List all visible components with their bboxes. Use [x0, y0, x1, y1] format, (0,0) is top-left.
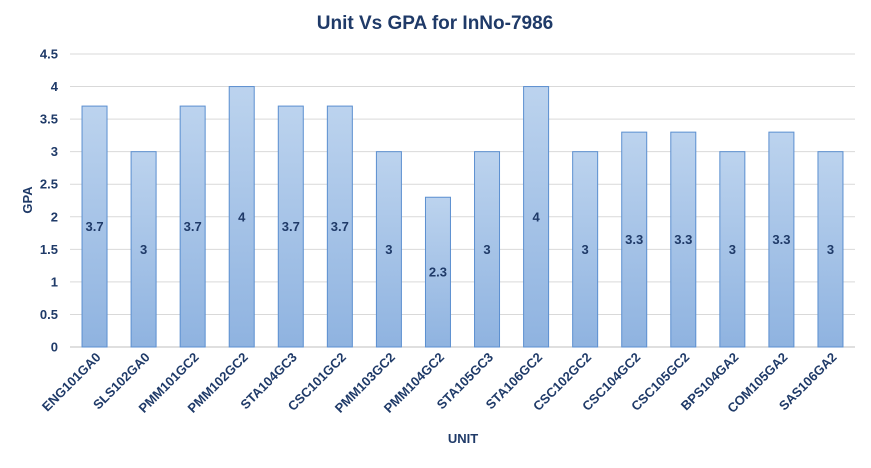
x-axis-label: UNIT: [448, 431, 478, 446]
data-label: 4: [532, 209, 540, 224]
bar-csc101gc2: [326, 105, 353, 348]
y-tick-label: 2.5: [40, 177, 58, 192]
bar-sta106gc2: [523, 86, 550, 348]
data-label: 3.3: [625, 232, 643, 247]
data-label: 3.3: [772, 232, 790, 247]
data-label: 2.3: [429, 265, 447, 280]
bar-pmm102gc2: [228, 86, 255, 348]
bar-sas106ga2: [817, 151, 844, 348]
y-tick-label: 4: [51, 79, 59, 94]
x-axis-ticks: ENG101GA0SLS102GA0PMM101GC2PMM102GC2STA1…: [39, 350, 840, 416]
data-label: 3.7: [331, 219, 349, 234]
y-tick-label: 1: [51, 274, 58, 289]
y-tick-label: 0.5: [40, 307, 58, 322]
y-tick-label: 3: [51, 144, 58, 159]
data-label: 3.7: [184, 219, 202, 234]
data-label: 3.7: [85, 219, 103, 234]
bar-eng101ga0: [81, 105, 108, 348]
y-axis-label: GPA: [20, 186, 35, 214]
y-tick-label: 2: [51, 209, 58, 224]
data-label: 3: [385, 242, 392, 257]
data-label: 3.7: [282, 219, 300, 234]
data-labels: 3.7 3 3.7 4 3.7 3.7 3 2.3 3 4 3 3.3 3.3 3 3.3 3: [85, 209, 834, 279]
chart-title: Unit Vs GPA for InNo-7986: [317, 13, 553, 34]
bar-pmm103gc2: [375, 151, 402, 348]
bar-csc105gc2: [670, 131, 697, 348]
data-label: 3: [483, 242, 490, 257]
y-tick-label: 1.5: [40, 242, 58, 257]
bar-sta105gc3: [474, 151, 501, 348]
data-label: 3.3: [674, 232, 692, 247]
bar-pmm104gc2: [424, 196, 451, 348]
data-label: 3: [582, 242, 589, 257]
y-tick-label: 4.5: [40, 47, 58, 62]
data-label: 3: [827, 242, 834, 257]
bar-com105ga2: [768, 131, 795, 348]
y-tick-label: 0: [51, 340, 58, 355]
data-label: 4: [238, 209, 246, 224]
bars: [81, 86, 844, 348]
y-tick-label: 3.5: [40, 112, 58, 127]
bar-sta104gc3: [277, 105, 304, 348]
y-axis-ticks: 0 0.5 1 1.5 2 2.5 3 3.5 4 4.5: [40, 47, 59, 355]
bar-csc104gc2: [621, 131, 648, 348]
data-label: 3: [729, 242, 736, 257]
bar-csc102gc2: [572, 151, 599, 348]
data-label: 3: [140, 242, 147, 257]
bar-pmm101gc2: [179, 105, 206, 348]
bar-sls102ga0: [130, 151, 157, 348]
bar-bps104ga2: [719, 151, 746, 348]
